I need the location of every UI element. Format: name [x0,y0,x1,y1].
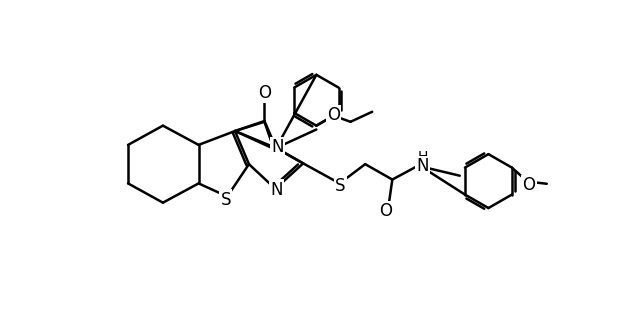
Text: N: N [271,138,284,156]
Text: N: N [416,157,429,175]
Text: O: O [380,202,392,220]
Text: H: H [417,150,428,164]
Text: S: S [335,177,346,195]
Text: N: N [271,181,283,199]
Text: O: O [327,106,340,124]
Text: O: O [258,83,271,101]
Text: O: O [522,176,536,194]
Text: S: S [220,191,231,209]
